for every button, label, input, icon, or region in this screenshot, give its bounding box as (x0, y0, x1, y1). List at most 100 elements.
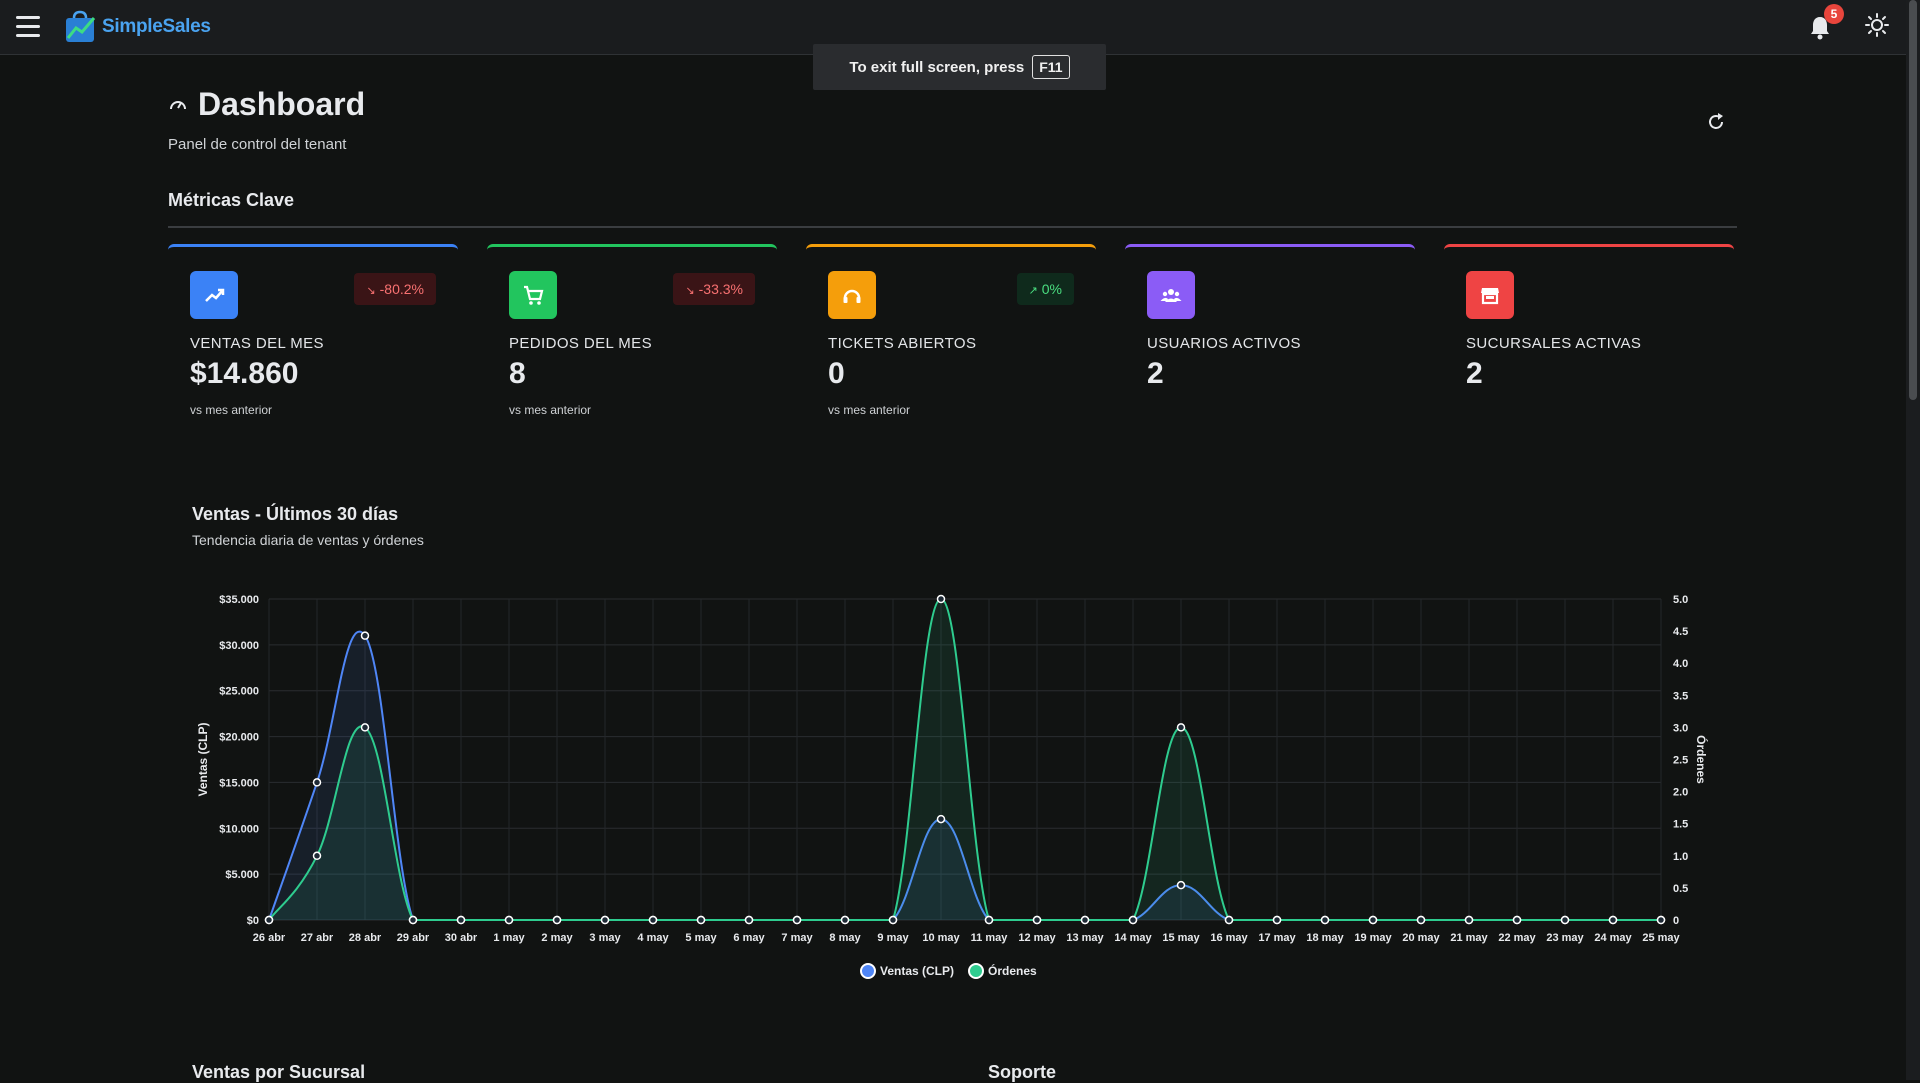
data-point (600, 915, 610, 925)
refresh-icon[interactable] (1706, 112, 1726, 132)
x-tick-label: 7 may (781, 932, 813, 944)
x-tick-label: 12 may (1018, 932, 1056, 944)
x-tick-label: 8 may (829, 932, 861, 944)
data-point (1608, 915, 1618, 925)
fullscreen-notice: To exit full screen, press F11 (813, 44, 1106, 90)
app-name: SimpleSales (102, 16, 211, 37)
data-point (1272, 915, 1282, 925)
trending-up-icon (190, 271, 238, 319)
metric-card: ↗ 0% TICKETS ABIERTOS 0 vs mes anterior (806, 244, 1096, 429)
data-point (888, 915, 898, 925)
card-subtext: vs mes anterior (509, 403, 592, 417)
x-tick-label: 11 may (971, 932, 1009, 944)
data-point (312, 778, 322, 787)
data-point (360, 723, 370, 732)
x-tick-label: 21 may (1450, 932, 1488, 944)
logo-icon (66, 10, 96, 42)
legend-item-ordenes[interactable]: Órdenes (968, 963, 1037, 979)
data-point (1032, 915, 1042, 925)
y2-tick-label: 3.5 (1673, 690, 1688, 702)
chart-subtitle: Tendencia diaria de ventas y órdenes (192, 532, 424, 548)
legend-swatch (968, 963, 985, 979)
data-point (408, 915, 418, 925)
y2-tick-label: 4.5 (1673, 626, 1688, 638)
metric-card: SUCURSALES ACTIVAS 2 (1444, 244, 1734, 429)
x-tick-label: 18 may (1306, 932, 1344, 944)
y2-tick-label: 2.5 (1673, 755, 1688, 767)
x-tick-label: 4 may (637, 932, 669, 944)
y-tick-label: $10.000 (219, 823, 259, 835)
chart-title: Ventas - Últimos 30 días (192, 504, 399, 524)
data-point (1416, 915, 1426, 925)
y2-tick-label: 5.0 (1673, 594, 1688, 606)
card-label: VENTAS DEL MES (190, 335, 324, 352)
y-tick-label: $5.000 (225, 869, 259, 881)
x-tick-label: 29 abr (397, 932, 430, 944)
y2-tick-label: 4.0 (1673, 658, 1688, 670)
series-area (269, 599, 1661, 920)
x-tick-label: 25 may (1642, 932, 1680, 944)
data-point (312, 851, 322, 861)
data-point (360, 631, 370, 640)
sun-icon[interactable] (1864, 12, 1890, 38)
x-tick-label: 15 may (1162, 932, 1200, 944)
card-value: 2 (1466, 357, 1483, 390)
y2-tick-label: 2.0 (1673, 787, 1688, 799)
y-tick-label: $15.000 (219, 777, 259, 789)
data-point (984, 915, 994, 925)
x-tick-label: 3 may (589, 932, 621, 944)
data-point (696, 915, 706, 925)
metric-card: ↘ -33.3% PEDIDOS DEL MES 8 vs mes anterior (487, 244, 777, 429)
change-value: -80.2% (379, 281, 424, 297)
trend-icon: ↘ (685, 285, 695, 297)
y-tick-label: $25.000 (219, 686, 259, 698)
legend-swatch (860, 963, 876, 979)
card-subtext: vs mes anterior (828, 403, 911, 417)
y-tick-label: $35.000 (219, 594, 259, 606)
x-tick-label: 26 abr (253, 932, 286, 944)
data-point (1128, 915, 1138, 925)
data-point (504, 915, 514, 925)
menu-icon[interactable] (16, 16, 40, 38)
users-icon (1147, 271, 1195, 319)
change-value: 0% (1041, 281, 1062, 297)
app-logo[interactable]: SimpleSales (64, 10, 211, 44)
page-title: Dashboard (198, 86, 366, 122)
change-badge: ↘ -33.3% (673, 273, 755, 305)
fullscreen-key: F11 (1032, 55, 1070, 79)
card-label: SUCURSALES ACTIVAS (1466, 335, 1642, 352)
data-point (1176, 723, 1186, 732)
divider (168, 226, 1737, 228)
fullscreen-notice-text: To exit full screen, press (849, 58, 1025, 76)
x-tick-label: 22 may (1498, 932, 1536, 944)
section-title: Métricas Clave (168, 190, 295, 210)
legend-item-ventas[interactable]: Ventas (CLP) (860, 963, 954, 979)
x-tick-label: 14 may (1114, 932, 1152, 944)
x-tick-label: 9 may (877, 932, 909, 944)
card-label: USUARIOS ACTIVOS (1147, 335, 1301, 352)
card-label: PEDIDOS DEL MES (509, 335, 652, 352)
card-value: $14.860 (190, 357, 299, 390)
page-header: Dashboard (168, 86, 365, 123)
card-value: 8 (509, 357, 526, 390)
x-tick-label: 24 may (1594, 932, 1632, 944)
bell-icon[interactable] (1808, 14, 1832, 40)
data-point (264, 915, 274, 925)
y2-tick-label: 1.0 (1673, 851, 1688, 863)
data-point (552, 915, 562, 925)
card-value: 0 (828, 357, 845, 390)
x-tick-label: 5 may (685, 932, 717, 944)
data-point (1464, 915, 1474, 925)
data-point (1080, 915, 1090, 925)
x-tick-label: 27 abr (301, 932, 334, 944)
y-tick-label: $20.000 (219, 732, 259, 744)
scrollbar-thumb[interactable] (1909, 0, 1917, 400)
y-axis-label: Ventas (CLP) (196, 722, 210, 796)
legend-label: Ventas (CLP) (880, 964, 955, 978)
metric-card: USUARIOS ACTIVOS 2 (1125, 244, 1415, 429)
y2-axis-label: Órdenes (1694, 735, 1709, 784)
x-tick-label: 23 may (1546, 932, 1584, 944)
chart-legend: Ventas (CLP) Órdenes (860, 963, 1051, 979)
data-point (936, 594, 946, 604)
